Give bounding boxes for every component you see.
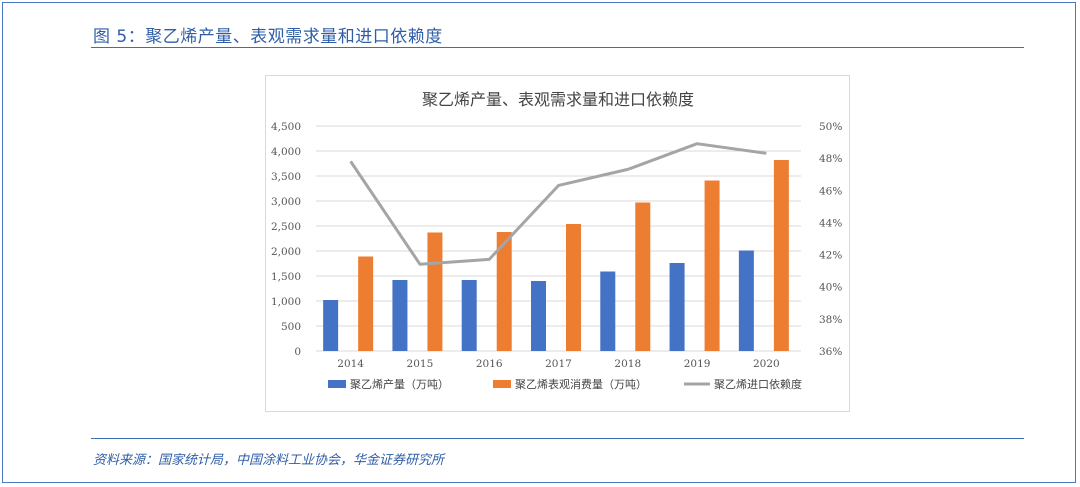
bar-production	[461, 280, 477, 351]
x-tick-label: 2019	[684, 358, 711, 370]
y-right-tick-label: 48%	[819, 153, 842, 165]
figure-title: 图 5：聚乙烯产量、表观需求量和进口依赖度	[93, 27, 443, 47]
y-right-tick-label: 38%	[819, 314, 842, 326]
legend-swatch	[328, 380, 346, 388]
y-left-tick-label: 1,500	[271, 271, 301, 283]
bar-production	[669, 263, 685, 351]
bar-production	[531, 281, 546, 351]
legend-label: 聚乙烯产量（万吨）	[350, 377, 449, 391]
chart-svg: 聚乙烯产量、表观需求量和进口依赖度 0 500 1,000 1,500 2,000 2,50…	[271, 90, 842, 391]
x-tick-label: 2016	[476, 358, 503, 370]
bar-production	[738, 250, 754, 351]
bar-production	[600, 271, 616, 351]
line-import-dependency	[349, 142, 767, 266]
y-left-tick-label: 3,500	[271, 171, 301, 183]
x-tick-label: 2017	[545, 358, 572, 370]
y-left-tick-label: 2,500	[271, 221, 301, 233]
bar-consumption	[427, 232, 443, 351]
legend-label: 聚乙烯表观消费量（万吨）	[515, 377, 647, 391]
y-right-tick-label: 46%	[819, 185, 842, 197]
legend-label: 聚乙烯进口依赖度	[714, 377, 802, 391]
y-left-tick-label: 0	[294, 346, 301, 358]
y-left-tick-label: 1,000	[271, 296, 301, 308]
legend-swatch	[493, 380, 511, 388]
bar-consumption	[704, 180, 720, 351]
bar-consumption	[358, 256, 374, 351]
source-divider	[91, 438, 1024, 439]
bar-production	[392, 280, 408, 351]
y-right-tick-label: 42%	[819, 250, 842, 262]
y-left-tick-label: 4,500	[271, 121, 301, 133]
chart-title: 聚乙烯产量、表观需求量和进口依赖度	[422, 90, 694, 109]
x-tick-label: 2020	[753, 358, 780, 370]
bar-consumption	[566, 224, 581, 351]
bar-consumption	[496, 232, 512, 351]
source-note: 资料来源：国家统计局，中国涂料工业协会，华金证券研究所	[93, 453, 445, 468]
y-left-tick-label: 3,000	[271, 196, 301, 208]
y-left-tick-label: 2,000	[271, 246, 301, 258]
chart-container: 聚乙烯产量、表观需求量和进口依赖度 0 500 1,000 1,500 2,000 2,50…	[265, 75, 850, 412]
y-left-tick-label: 500	[281, 321, 301, 333]
x-tick-label: 2015	[407, 358, 434, 370]
bar-consumption	[773, 160, 789, 351]
x-tick-label: 2018	[614, 358, 641, 370]
y-right-tick-label: 40%	[819, 282, 842, 294]
y-right-tick-label: 50%	[819, 121, 842, 133]
x-tick-label: 2014	[337, 358, 364, 370]
title-divider	[91, 47, 1024, 48]
y-left-tick-label: 4,000	[271, 146, 301, 158]
bar-consumption	[635, 202, 651, 351]
bar-production	[323, 300, 339, 351]
y-right-tick-label: 44%	[819, 217, 842, 229]
y-right-tick-label: 36%	[819, 346, 842, 358]
